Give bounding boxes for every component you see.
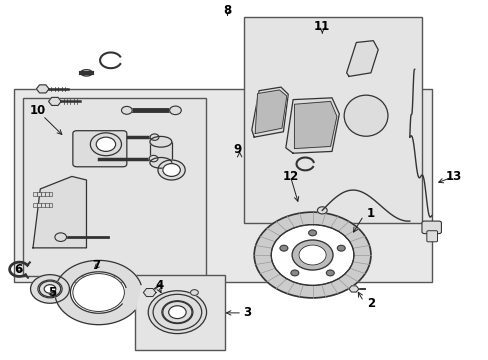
Text: 2: 2 [366,297,374,310]
Text: 8: 8 [223,4,231,17]
Polygon shape [55,260,141,325]
Circle shape [38,280,62,298]
Circle shape [150,134,159,140]
Polygon shape [294,102,336,149]
Circle shape [271,225,353,285]
Text: 5: 5 [48,286,57,299]
Bar [49,203,52,207]
Circle shape [162,301,193,324]
Circle shape [55,233,66,242]
Bar [135,275,224,350]
Text: 7: 7 [92,259,100,272]
Polygon shape [346,41,377,76]
Bar [37,203,41,207]
Bar [244,18,421,223]
Bar [37,192,41,197]
Text: 3: 3 [243,306,250,319]
Bar [49,192,52,197]
Circle shape [291,240,332,270]
Circle shape [121,107,132,114]
Circle shape [96,137,116,152]
Text: 9: 9 [233,143,241,156]
Circle shape [73,274,124,311]
Circle shape [169,106,181,114]
Bar [45,203,48,207]
Circle shape [158,160,185,180]
Ellipse shape [344,95,387,136]
Circle shape [254,212,370,298]
Ellipse shape [150,136,171,147]
Circle shape [90,133,121,156]
Text: 1: 1 [366,207,374,220]
Bar [45,192,48,197]
Bar [41,203,44,207]
Circle shape [39,281,61,297]
Bar [23,98,205,276]
Circle shape [30,275,69,303]
Circle shape [280,245,287,251]
Circle shape [290,270,298,276]
Polygon shape [33,176,86,248]
Bar [41,192,44,197]
Polygon shape [143,288,156,297]
Bar [14,89,431,282]
Circle shape [337,245,345,251]
Polygon shape [122,284,141,310]
Bar [33,203,37,207]
Text: 11: 11 [313,20,330,33]
FancyBboxPatch shape [421,221,441,234]
Text: 12: 12 [282,170,298,183]
Ellipse shape [81,69,92,76]
Polygon shape [48,98,61,105]
Circle shape [163,163,180,176]
Text: 4: 4 [155,279,163,292]
Circle shape [163,301,192,323]
Circle shape [149,156,158,162]
Ellipse shape [150,157,171,168]
Circle shape [168,306,186,319]
Circle shape [148,291,206,334]
Circle shape [325,270,333,276]
Polygon shape [348,286,358,292]
Polygon shape [251,87,287,137]
Circle shape [44,285,56,293]
Polygon shape [285,98,339,153]
Text: 13: 13 [445,170,461,183]
Bar [149,142,171,164]
Bar [33,192,37,197]
Circle shape [317,207,326,214]
Circle shape [190,290,198,296]
Polygon shape [255,90,286,134]
Text: 6: 6 [14,263,22,276]
FancyBboxPatch shape [73,131,126,167]
Circle shape [153,294,201,330]
Circle shape [308,230,316,236]
Polygon shape [36,85,49,93]
Text: 10: 10 [30,104,46,117]
Circle shape [298,245,325,265]
FancyBboxPatch shape [426,231,437,242]
